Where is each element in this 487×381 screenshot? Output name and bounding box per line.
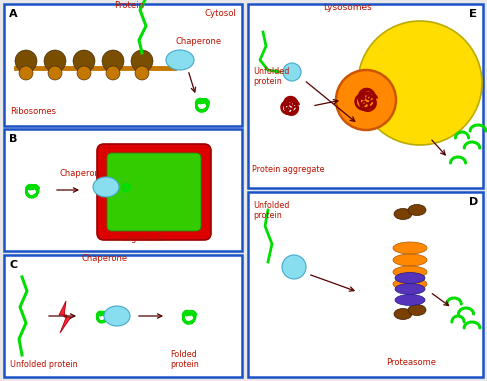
Ellipse shape xyxy=(393,254,427,266)
Text: C: C xyxy=(9,260,17,270)
Text: Folded
protein: Folded protein xyxy=(170,350,199,369)
Text: Chaperone: Chaperone xyxy=(176,37,222,46)
Ellipse shape xyxy=(395,272,425,283)
Ellipse shape xyxy=(282,255,306,279)
Ellipse shape xyxy=(93,177,119,197)
Ellipse shape xyxy=(393,278,427,290)
FancyBboxPatch shape xyxy=(248,192,483,377)
Text: E: E xyxy=(469,9,477,19)
Ellipse shape xyxy=(393,242,427,254)
Text: Protein aggregate: Protein aggregate xyxy=(252,165,324,174)
Ellipse shape xyxy=(395,283,425,295)
Text: Organelle: Organelle xyxy=(122,234,163,243)
Text: Unfolded
protein: Unfolded protein xyxy=(253,201,289,220)
Circle shape xyxy=(44,50,66,72)
Text: B: B xyxy=(9,134,18,144)
Text: Ribosomes: Ribosomes xyxy=(10,107,56,116)
Ellipse shape xyxy=(408,304,426,315)
Text: Chaperone: Chaperone xyxy=(59,169,105,178)
Ellipse shape xyxy=(393,266,427,278)
Ellipse shape xyxy=(395,295,425,306)
Circle shape xyxy=(336,70,396,130)
Ellipse shape xyxy=(283,63,301,81)
Text: A: A xyxy=(9,9,18,19)
Ellipse shape xyxy=(166,50,194,70)
Text: Protein: Protein xyxy=(114,1,144,10)
FancyBboxPatch shape xyxy=(107,153,201,231)
Ellipse shape xyxy=(394,208,412,219)
Ellipse shape xyxy=(394,309,412,320)
Ellipse shape xyxy=(408,205,426,216)
Text: Unfolded protein: Unfolded protein xyxy=(10,360,77,369)
Ellipse shape xyxy=(104,306,130,326)
FancyBboxPatch shape xyxy=(97,144,211,240)
Text: Cytosol: Cytosol xyxy=(204,9,236,18)
Circle shape xyxy=(358,21,482,145)
Text: D: D xyxy=(469,197,478,207)
Text: Chaperone: Chaperone xyxy=(82,254,128,263)
Text: Proteasome: Proteasome xyxy=(386,358,436,367)
FancyBboxPatch shape xyxy=(4,4,242,126)
Circle shape xyxy=(131,50,153,72)
Text: Unfolded
protein: Unfolded protein xyxy=(253,67,289,86)
Circle shape xyxy=(102,50,124,72)
Circle shape xyxy=(15,50,37,72)
FancyBboxPatch shape xyxy=(4,129,242,251)
Circle shape xyxy=(106,66,120,80)
Circle shape xyxy=(135,66,149,80)
Polygon shape xyxy=(59,301,71,333)
Circle shape xyxy=(19,66,33,80)
FancyBboxPatch shape xyxy=(4,255,242,377)
Text: E: E xyxy=(470,9,477,19)
Circle shape xyxy=(73,50,95,72)
FancyBboxPatch shape xyxy=(248,4,483,188)
Circle shape xyxy=(77,66,91,80)
Text: Lysosomes: Lysosomes xyxy=(324,3,373,12)
Circle shape xyxy=(48,66,62,80)
